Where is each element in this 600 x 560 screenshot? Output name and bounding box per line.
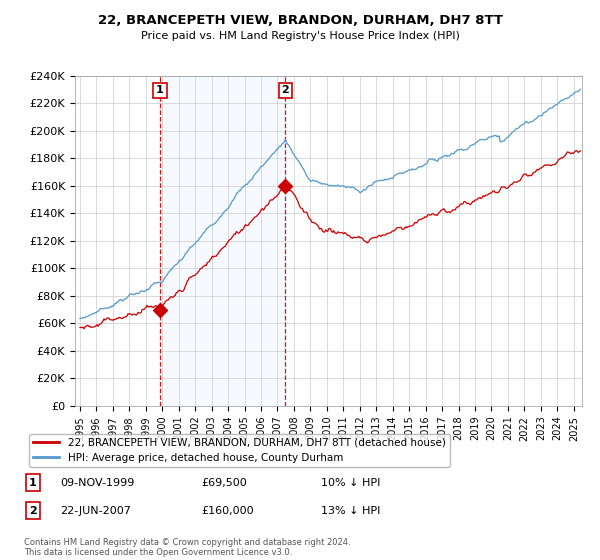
Text: £69,500: £69,500	[201, 478, 247, 488]
Text: Price paid vs. HM Land Registry's House Price Index (HPI): Price paid vs. HM Land Registry's House …	[140, 31, 460, 41]
Text: 1: 1	[156, 86, 164, 95]
Text: £160,000: £160,000	[201, 506, 254, 516]
Text: 2: 2	[281, 86, 289, 95]
Text: 2: 2	[29, 506, 37, 516]
Text: 22, BRANCEPETH VIEW, BRANDON, DURHAM, DH7 8TT: 22, BRANCEPETH VIEW, BRANDON, DURHAM, DH…	[97, 14, 503, 27]
Bar	[160, 76, 285, 406]
Text: Contains HM Land Registry data © Crown copyright and database right 2024.
This d: Contains HM Land Registry data © Crown c…	[24, 538, 350, 557]
Text: 09-NOV-1999: 09-NOV-1999	[60, 478, 134, 488]
Text: 1: 1	[29, 478, 37, 488]
Text: 10% ↓ HPI: 10% ↓ HPI	[321, 478, 380, 488]
Text: 13% ↓ HPI: 13% ↓ HPI	[321, 506, 380, 516]
Text: 22-JUN-2007: 22-JUN-2007	[60, 506, 131, 516]
Legend: 22, BRANCEPETH VIEW, BRANDON, DURHAM, DH7 8TT (detached house), HPI: Average pri: 22, BRANCEPETH VIEW, BRANDON, DURHAM, DH…	[29, 433, 450, 467]
